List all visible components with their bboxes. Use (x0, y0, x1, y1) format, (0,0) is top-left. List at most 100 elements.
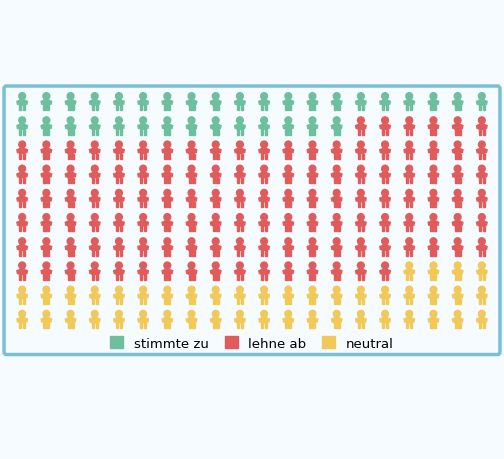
Circle shape (285, 311, 292, 318)
Circle shape (43, 118, 50, 124)
Polygon shape (162, 222, 165, 226)
Polygon shape (289, 323, 291, 329)
Polygon shape (169, 149, 172, 153)
Polygon shape (314, 101, 318, 105)
Polygon shape (92, 178, 94, 184)
Polygon shape (430, 299, 433, 304)
Circle shape (212, 142, 219, 149)
Polygon shape (265, 130, 267, 135)
Polygon shape (71, 130, 74, 135)
Polygon shape (66, 101, 69, 105)
Polygon shape (168, 275, 170, 280)
Polygon shape (188, 154, 191, 159)
Polygon shape (435, 101, 438, 105)
Circle shape (382, 142, 389, 149)
Polygon shape (334, 251, 336, 256)
Polygon shape (95, 299, 98, 304)
Polygon shape (73, 246, 76, 250)
Polygon shape (428, 174, 431, 177)
Polygon shape (43, 294, 49, 299)
Polygon shape (140, 125, 146, 130)
Polygon shape (361, 251, 364, 256)
Polygon shape (95, 227, 98, 232)
Polygon shape (188, 149, 195, 154)
Polygon shape (218, 197, 221, 202)
Polygon shape (386, 178, 388, 184)
Polygon shape (95, 251, 98, 256)
Polygon shape (138, 294, 141, 298)
Polygon shape (337, 299, 340, 304)
Circle shape (285, 118, 292, 124)
Circle shape (19, 238, 26, 245)
Polygon shape (430, 294, 436, 299)
Polygon shape (314, 125, 318, 129)
Polygon shape (140, 202, 143, 208)
Circle shape (140, 263, 147, 269)
Circle shape (67, 311, 74, 318)
Polygon shape (164, 178, 167, 184)
Polygon shape (19, 251, 22, 256)
Circle shape (188, 190, 195, 197)
Polygon shape (380, 149, 383, 153)
Polygon shape (458, 299, 461, 304)
Polygon shape (218, 174, 221, 177)
Circle shape (43, 190, 50, 197)
Polygon shape (458, 323, 461, 329)
Polygon shape (386, 251, 388, 256)
Circle shape (261, 263, 268, 269)
Circle shape (164, 142, 171, 149)
Polygon shape (334, 130, 336, 135)
Polygon shape (479, 178, 481, 184)
Polygon shape (24, 318, 27, 322)
Polygon shape (458, 106, 461, 111)
Polygon shape (307, 197, 310, 202)
Polygon shape (164, 221, 170, 227)
Polygon shape (73, 318, 76, 322)
Polygon shape (363, 294, 366, 298)
Polygon shape (430, 154, 433, 159)
Polygon shape (240, 178, 243, 184)
Polygon shape (116, 221, 122, 227)
Polygon shape (266, 294, 269, 298)
Polygon shape (47, 299, 49, 304)
Polygon shape (19, 323, 22, 329)
Polygon shape (285, 101, 291, 106)
Circle shape (115, 311, 122, 318)
Circle shape (285, 238, 292, 245)
Polygon shape (455, 323, 457, 329)
Polygon shape (17, 125, 20, 129)
Polygon shape (235, 149, 238, 153)
Polygon shape (211, 222, 214, 226)
Polygon shape (337, 251, 340, 256)
Polygon shape (116, 246, 122, 251)
Circle shape (382, 263, 389, 269)
Polygon shape (458, 178, 461, 184)
Polygon shape (188, 275, 191, 280)
Polygon shape (290, 270, 293, 274)
Polygon shape (240, 106, 243, 111)
Polygon shape (259, 101, 262, 105)
Circle shape (67, 190, 74, 197)
Polygon shape (314, 222, 318, 226)
Polygon shape (406, 178, 409, 184)
Polygon shape (119, 323, 122, 329)
Polygon shape (237, 299, 239, 304)
Polygon shape (289, 154, 291, 159)
Polygon shape (337, 275, 340, 280)
Polygon shape (334, 173, 340, 178)
Polygon shape (455, 294, 461, 299)
Polygon shape (477, 197, 480, 202)
Polygon shape (213, 173, 219, 178)
Polygon shape (358, 101, 364, 106)
Polygon shape (41, 101, 44, 105)
Polygon shape (19, 269, 25, 275)
Polygon shape (484, 294, 487, 298)
Polygon shape (19, 125, 25, 130)
Polygon shape (90, 125, 93, 129)
Polygon shape (479, 221, 485, 227)
Polygon shape (479, 154, 481, 159)
Polygon shape (186, 101, 190, 105)
Polygon shape (382, 269, 388, 275)
Polygon shape (285, 275, 288, 280)
Polygon shape (435, 125, 438, 129)
